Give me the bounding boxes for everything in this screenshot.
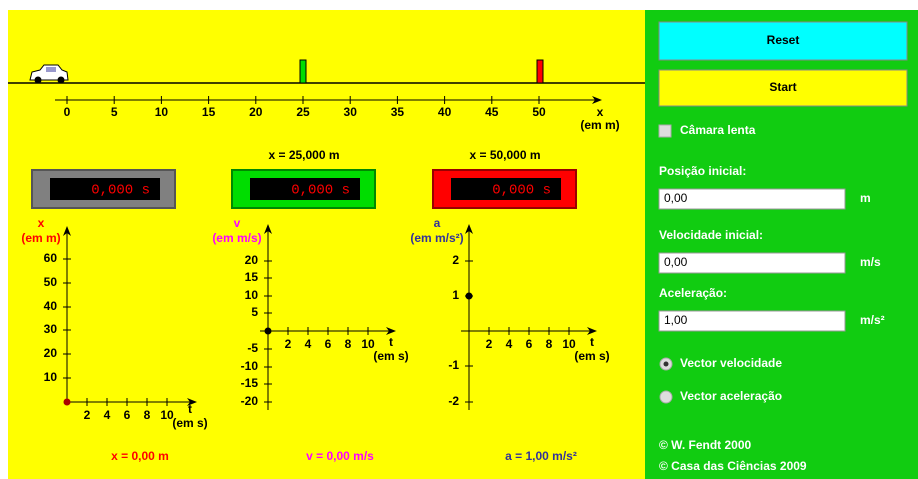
x-tick-label: 2: [285, 337, 292, 351]
credit: © W. Fendt 2000: [659, 438, 752, 452]
x-tick-label: 2: [84, 408, 91, 422]
graph-point: [64, 399, 71, 406]
track-tick-label: 40: [438, 105, 452, 119]
graph-point: [265, 328, 272, 335]
y-axis-label: x: [38, 216, 45, 230]
end-marker: [537, 60, 543, 83]
y-tick-label: 30: [44, 322, 58, 336]
radio-label[interactable]: Vector aceleração: [680, 389, 782, 403]
y-tick-label: 5: [251, 305, 258, 319]
y-tick-label: -2: [448, 394, 459, 408]
track-tick-label: 35: [391, 105, 405, 119]
radio-dot: [664, 362, 669, 367]
field-unit: m/s: [860, 255, 881, 269]
x-tick-label: 4: [104, 408, 111, 422]
track-tick-label: 0: [64, 105, 71, 119]
field-value[interactable]: 0,00: [664, 191, 688, 205]
y-tick-label: 20: [44, 346, 58, 360]
track-tick-label: 20: [249, 105, 263, 119]
y-axis-unit: (em m/s): [212, 231, 261, 245]
field-value[interactable]: 0,00: [664, 255, 688, 269]
x-axis-unit: (em s): [172, 416, 207, 430]
track-tick-label: 10: [155, 105, 169, 119]
x-tick-label: 8: [345, 337, 352, 351]
x-tick-label: 8: [546, 337, 553, 351]
reset-label[interactable]: Reset: [767, 33, 800, 47]
track-tick-label: 15: [202, 105, 216, 119]
track-axis-label: x: [597, 105, 604, 119]
radio[interactable]: [660, 391, 672, 403]
track-tick-label: 30: [344, 105, 358, 119]
graph-point: [466, 293, 473, 300]
y-tick-label: -10: [241, 359, 259, 373]
y-tick-label: 60: [44, 251, 58, 265]
start-label[interactable]: Start: [769, 80, 796, 94]
y-axis-label: a: [434, 216, 441, 230]
y-axis-unit: (em m): [21, 231, 60, 245]
y-axis-unit: (em m/s²): [410, 231, 463, 245]
x-tick-label: 6: [124, 408, 131, 422]
y-tick-label: -1: [448, 358, 459, 372]
timer-value: 0,000 s: [492, 183, 551, 199]
y-tick-label: -15: [241, 376, 259, 390]
y-tick-label: 15: [245, 270, 259, 284]
timer-value: 0,000 s: [91, 183, 150, 199]
y-tick-label: 2: [452, 253, 459, 267]
checkbox-label[interactable]: Câmara lenta: [680, 123, 756, 137]
readout: x = 0,00 m: [111, 449, 169, 463]
y-tick-label: -20: [241, 394, 259, 408]
field-label: Posição inicial:: [659, 164, 746, 178]
x-axis-label: t: [188, 402, 192, 416]
field-label: Velocidade inicial:: [659, 228, 763, 242]
readout: v = 0,00 m/s: [306, 449, 374, 463]
x-axis-label: t: [590, 335, 594, 349]
x-tick-label: 4: [305, 337, 312, 351]
track-tick-label: 45: [485, 105, 499, 119]
x-axis-unit: (em s): [373, 349, 408, 363]
field-label: Aceleração:: [659, 286, 727, 300]
readout: a = 1,00 m/s²: [505, 449, 577, 463]
y-tick-label: 10: [245, 288, 259, 302]
x-axis-unit: (em s): [574, 349, 609, 363]
applet: 05101520253035404550x(em m)x = 25,000 mx…: [0, 0, 918, 479]
start-marker: [300, 60, 306, 83]
field-value[interactable]: 1,00: [664, 313, 688, 327]
x-axis-label: t: [389, 335, 393, 349]
y-axis-label: v: [234, 216, 241, 230]
track-tick-label: 25: [296, 105, 310, 119]
x-tick-label: 6: [325, 337, 332, 351]
checkbox[interactable]: [659, 125, 671, 137]
track-axis-unit: (em m): [580, 118, 619, 132]
y-tick-label: 10: [44, 370, 58, 384]
y-tick-label: 40: [44, 299, 58, 313]
y-tick-label: 20: [245, 253, 259, 267]
field-unit: m: [860, 191, 871, 205]
y-tick-label: 50: [44, 275, 58, 289]
y-tick-label: -5: [247, 341, 258, 355]
x-tick-label: 6: [526, 337, 533, 351]
x-tick-label: 8: [144, 408, 151, 422]
track-tick-label: 50: [532, 105, 546, 119]
marker-label: x = 25,000 m: [268, 148, 339, 162]
x-tick-label: 4: [506, 337, 513, 351]
marker-label: x = 50,000 m: [469, 148, 540, 162]
timer-value: 0,000 s: [291, 183, 350, 199]
radio-label[interactable]: Vector velocidade: [680, 356, 782, 370]
x-tick-label: 2: [486, 337, 493, 351]
track-tick-label: 5: [111, 105, 118, 119]
credit: © Casa das Ciências 2009: [659, 459, 807, 473]
field-unit: m/s²: [860, 313, 885, 327]
y-tick-label: 1: [452, 288, 459, 302]
